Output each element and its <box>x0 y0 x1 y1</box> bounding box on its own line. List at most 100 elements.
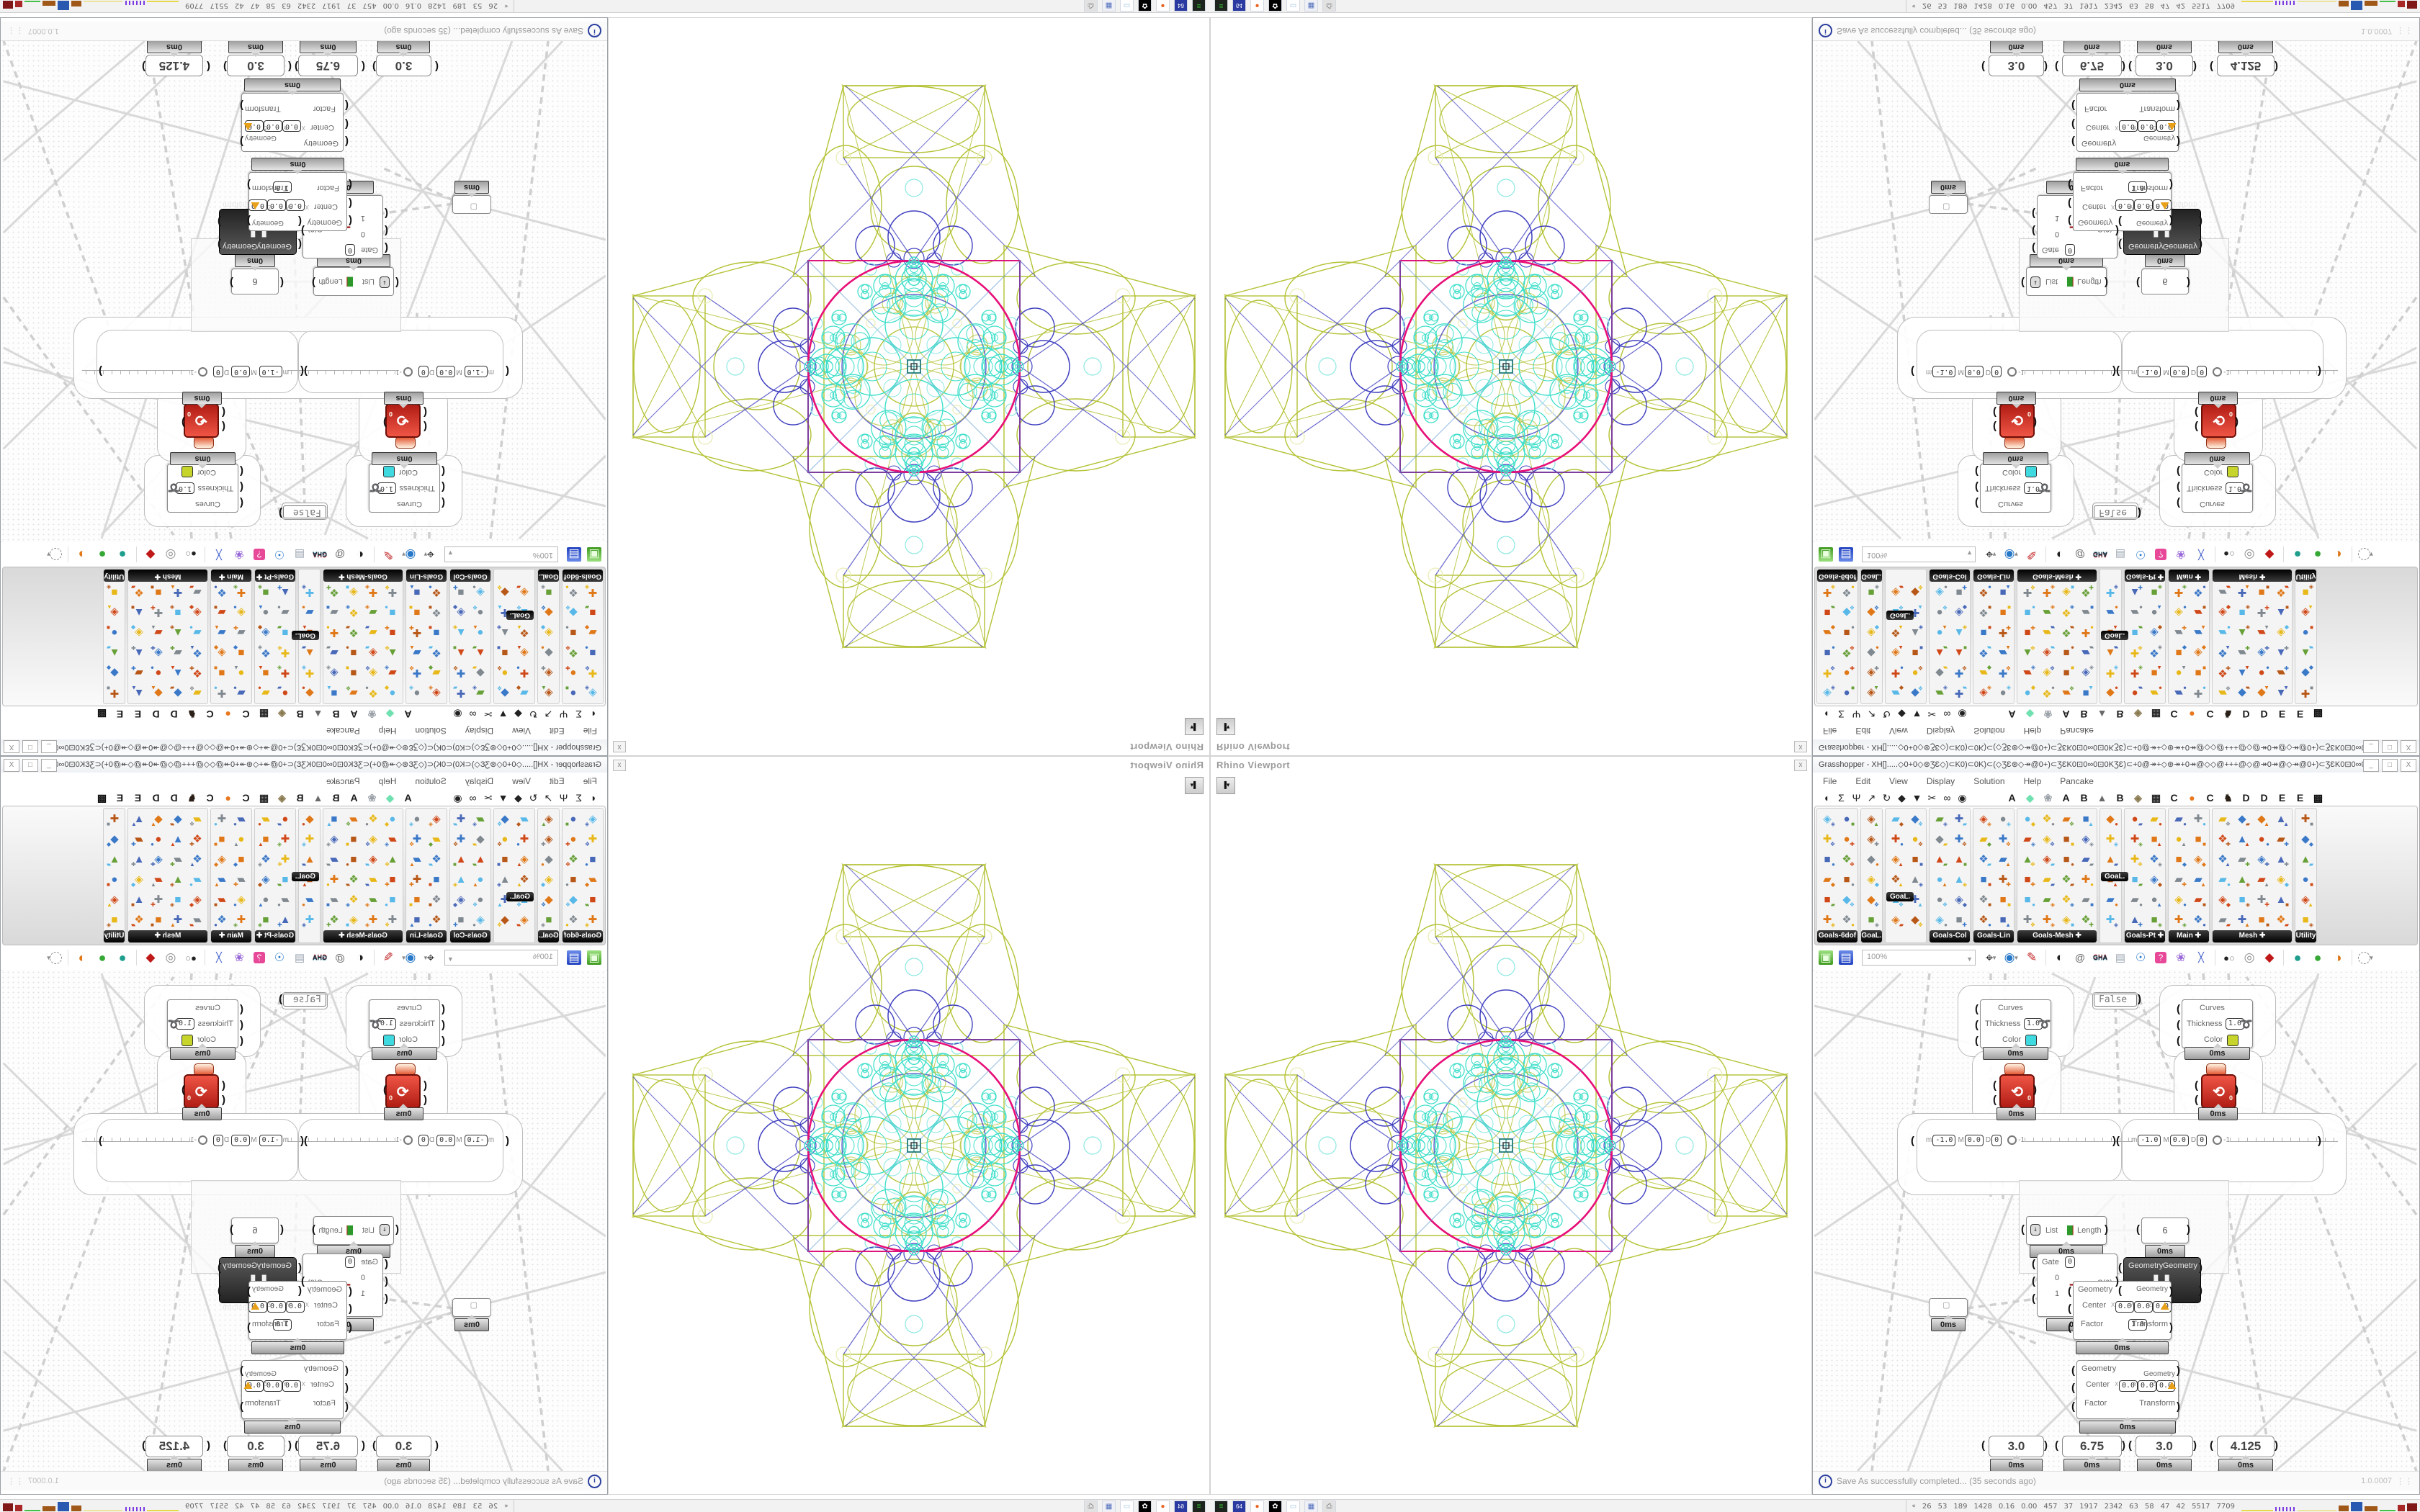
menu-item-display[interactable]: Display <box>1926 776 1955 786</box>
port[interactable]: ) <box>218 238 221 251</box>
notepad-icon[interactable]: ▭ <box>1286 0 1300 12</box>
component-icon[interactable]: ◈ ◆ <box>214 644 226 659</box>
component-icon[interactable]: ▲ ◈ <box>1909 873 1923 888</box>
component-icon[interactable]: ▰ ❖ <box>2218 813 2231 827</box>
port[interactable]: ( <box>280 276 284 289</box>
component-icon[interactable]: ■ ▰ <box>2131 873 2143 888</box>
component-icon[interactable]: ◆ ❖ <box>565 604 578 618</box>
port[interactable]: ) <box>223 1439 227 1452</box>
category-tab-icon-0[interactable]: ◖ <box>1823 708 1829 720</box>
component-icon[interactable]: ■ ■ <box>429 624 440 639</box>
component-icon[interactable]: ❖ ❖ <box>1842 644 1855 659</box>
port[interactable]: ( <box>2118 1284 2122 1297</box>
close-button[interactable]: X <box>2401 759 2416 772</box>
port[interactable]: ( <box>1975 465 1978 477</box>
port[interactable]: ) <box>240 135 243 148</box>
component-icon[interactable]: ❖ ● <box>1978 584 1991 598</box>
component-icon[interactable]: ■ ◈ <box>258 584 269 599</box>
component-icon[interactable]: ■ ■ <box>346 665 357 680</box>
plugin-tab-10[interactable]: ● <box>2189 708 2195 720</box>
palette-group-label[interactable]: Goals-Lin <box>1973 570 2014 582</box>
component-icon[interactable]: ◈ ◈ <box>1823 813 1835 827</box>
component-icon[interactable]: ▲ ◈ <box>453 873 467 888</box>
component-icon[interactable]: ■ ■ <box>2063 665 2074 680</box>
component-icon[interactable]: ◆ ❖ <box>1911 685 1923 699</box>
component-icon[interactable]: ◆ ❖ <box>497 584 509 598</box>
system-monitor-icon[interactable]: ≡ <box>1192 1500 1206 1512</box>
component-icon[interactable]: ◈ ● <box>1935 914 1948 928</box>
component-icon[interactable]: ❖ ✚ <box>189 665 202 679</box>
component-icon[interactable]: ■ ■ <box>497 852 508 868</box>
component-icon[interactable]: ▰ ◈ <box>385 665 397 679</box>
plugin-tab-3[interactable]: A <box>350 792 358 804</box>
component-icon[interactable]: ◈ ✚ <box>2257 853 2269 868</box>
slider-knob[interactable] <box>2007 367 2017 377</box>
collapsed-group-chip[interactable]: GoaL. <box>2101 631 2129 640</box>
palette-group-label[interactable]: Goals-6dof <box>563 930 603 942</box>
component-icon[interactable]: ▰ ■ <box>2081 604 2094 618</box>
component-icon[interactable]: ✚ ❖ <box>385 914 398 928</box>
component-icon[interactable]: ● ◈ <box>1999 685 2011 700</box>
number-pill[interactable]: 6.75 <box>2062 55 2122 76</box>
solver-reset-cap[interactable] <box>2206 436 2226 449</box>
component-icon[interactable]: ▰ ● <box>2106 894 2118 908</box>
number-pill[interactable]: 6.75 <box>298 1436 358 1457</box>
plugin-tab-7[interactable]: ◈ <box>2134 791 2142 804</box>
number-pill[interactable]: 6.75 <box>2062 1436 2122 1457</box>
component-icon[interactable]: ● ◆ <box>385 685 396 700</box>
component-icon[interactable]: ✚ ❖ <box>1822 665 1835 679</box>
component-icon[interactable]: ■ ◆ <box>233 852 245 868</box>
component-icon[interactable]: ▲ ▲ <box>2236 832 2250 848</box>
port[interactable]: ( <box>2177 1035 2180 1047</box>
component-icon[interactable]: ▲ ▲ <box>131 812 145 828</box>
component-icon[interactable]: ❖ ▰ <box>429 853 442 868</box>
component-icon[interactable]: ◆ ● <box>2106 685 2118 699</box>
plugin-tab-3[interactable]: A <box>2062 708 2070 720</box>
component-icon[interactable]: ✚ ▰ <box>1954 685 1967 699</box>
category-tab-icon-5[interactable]: ◆ <box>514 708 522 721</box>
component-icon[interactable]: ▲ ▰ <box>2105 644 2118 660</box>
component-icon[interactable]: ✚ ◈ <box>233 914 246 928</box>
menu-item-help[interactable]: Help <box>2023 726 2042 736</box>
port[interactable]: ( <box>424 1094 427 1106</box>
port[interactable]: ( <box>1975 497 1978 509</box>
number-pill[interactable]: 3.0 <box>227 1436 284 1457</box>
menu-item-solution[interactable]: Solution <box>415 726 447 736</box>
slider-field-value[interactable]: 0.0 <box>1964 1135 1984 1146</box>
port[interactable]: ( <box>1911 1135 1914 1147</box>
component-icon[interactable]: ▰ ◆ <box>1823 624 1835 639</box>
port[interactable]: ( <box>2071 1400 2075 1413</box>
port[interactable]: ( <box>2068 197 2071 210</box>
data-panel[interactable]: 6 <box>231 269 279 294</box>
plugin-tab-2[interactable]: ❀ <box>367 708 377 721</box>
boolean-toggle-value[interactable]: False <box>283 994 326 1007</box>
component-icon[interactable]: ● ▲ <box>2175 832 2187 848</box>
component-icon[interactable]: ■ ■ <box>2258 913 2269 929</box>
port[interactable]: ( <box>2068 215 2071 227</box>
scale-component[interactable]: Geometry Geometry Center X 0.0 Y 0.0 Z 0.0 ⛰ Facto… <box>241 1360 344 1419</box>
palette-group-label[interactable]: Goals-Col <box>1930 930 1970 942</box>
port[interactable]: ) <box>312 1223 315 1236</box>
port[interactable]: ( <box>2136 276 2140 289</box>
component-icon[interactable]: ● ▰ <box>277 812 289 828</box>
component-icon[interactable]: ■ ◈ <box>541 584 552 599</box>
plugin-tab-14[interactable]: D <box>152 708 160 720</box>
port[interactable]: ) <box>2193 1439 2197 1452</box>
component-icon[interactable]: ❖ ▰ <box>429 644 442 659</box>
zoom-level-select[interactable]: 100% ▼ <box>1862 950 1976 966</box>
component-icon[interactable]: ◈ ◈ <box>1823 685 1835 699</box>
component-icon[interactable]: ❖ ▰ <box>2061 624 2074 639</box>
port[interactable]: ( <box>2032 1292 2035 1305</box>
port[interactable]: ) <box>99 365 102 377</box>
close-button[interactable]: X <box>4 759 19 772</box>
component-icon[interactable]: ● ❖ <box>1912 665 1923 680</box>
viewport-close-icon[interactable]: x <box>613 741 626 752</box>
scale-component[interactable]: Geometry Geometry Center X 0.0 Y 0.0 Z 0.0 ⛰ Facto… <box>2076 1360 2179 1419</box>
port[interactable]: ) <box>218 215 221 228</box>
internalise-button[interactable]: @ <box>334 952 346 963</box>
component-icon[interactable]: ◈ ▲ <box>1867 813 1879 827</box>
port[interactable]: ( <box>2177 481 2180 493</box>
component-icon[interactable]: ■▲ <box>1999 584 2011 599</box>
component-icon[interactable]: ◈ ✚ <box>151 853 163 868</box>
component-icon[interactable]: ◈ ▲ <box>1891 853 1904 868</box>
